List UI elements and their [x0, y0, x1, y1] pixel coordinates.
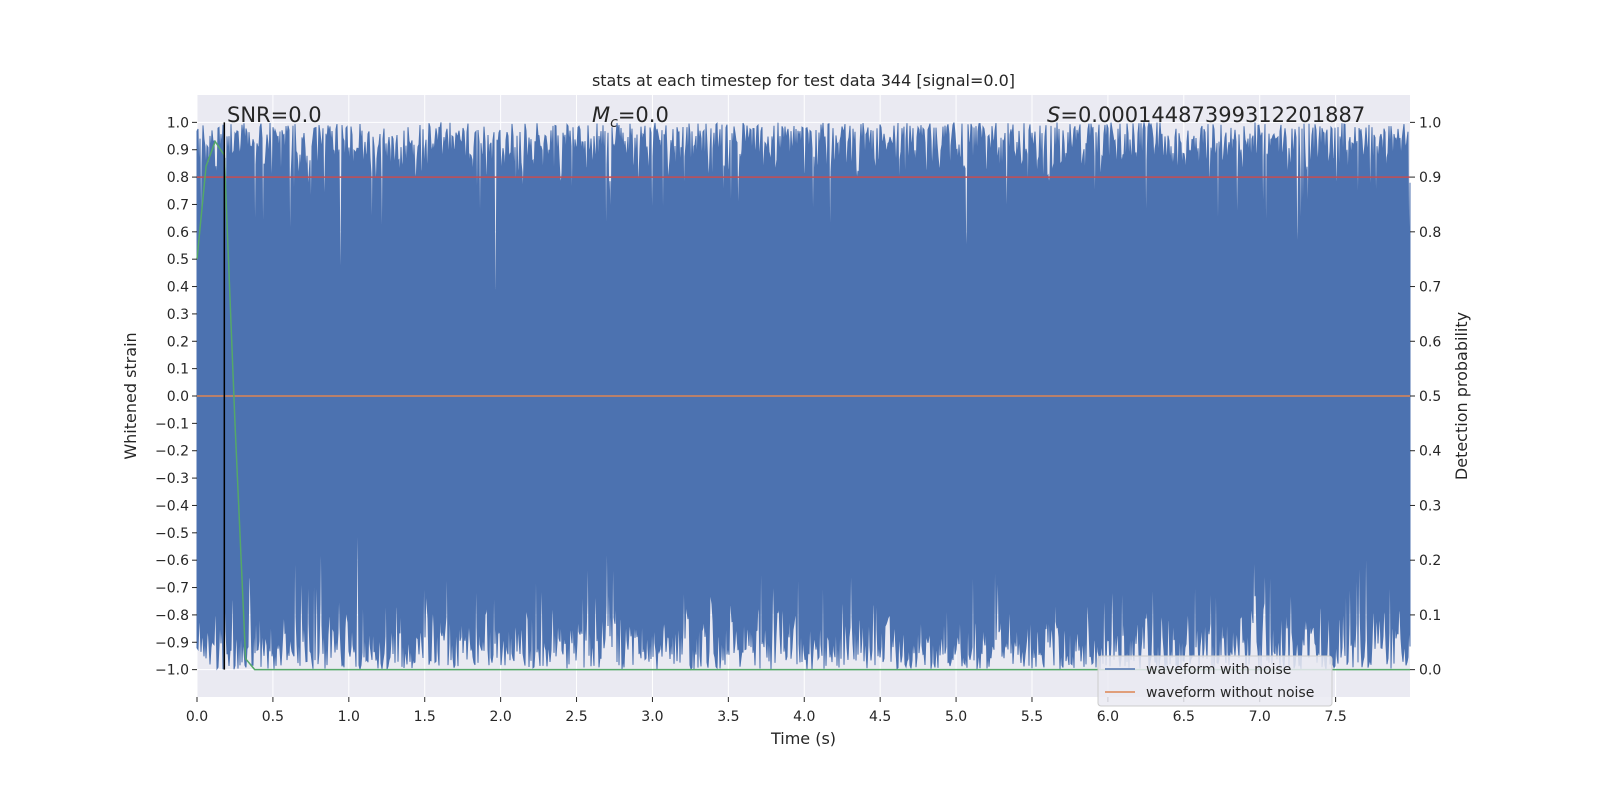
y2-tick-label: 0.8: [1419, 225, 1441, 241]
legend-label: waveform without noise: [1146, 685, 1314, 701]
detection-probability-series: [196, 139, 1410, 671]
s-annotation: S=0.00014487399312201887: [1047, 103, 1365, 127]
x-tick-label: 5.0: [945, 709, 967, 725]
y-tick-label: 0.0: [167, 389, 189, 405]
x-tick-label: 4.5: [869, 709, 891, 725]
data-layer: [196, 122, 1411, 671]
x-tick-label: 7.0: [1249, 709, 1271, 725]
y-tick-label: 0.4: [167, 280, 189, 296]
x-tick-label: 3.0: [641, 709, 663, 725]
x-tick-label: 5.5: [1021, 709, 1043, 725]
y2-tick-label: 0.5: [1419, 389, 1441, 405]
y-tick-label: 0.1: [167, 362, 189, 378]
legend-label: waveform with noise: [1146, 662, 1291, 678]
y-tick-label: −0.8: [155, 608, 189, 624]
mc-subscript: c: [610, 115, 618, 131]
y-tick-label: −1.0: [155, 663, 189, 679]
x-tick-label: 7.5: [1324, 709, 1346, 725]
y2-tick-label: 0.3: [1419, 498, 1441, 514]
x-tick-label: 0.5: [262, 709, 284, 725]
y2-axis-label: Detection probability: [1452, 312, 1471, 480]
y-tick-label: 0.6: [167, 225, 189, 241]
x-tick-label: 2.0: [489, 709, 511, 725]
x-tick-label: 0.0: [186, 709, 208, 725]
x-tick-label: 1.5: [414, 709, 436, 725]
y2-tick-label: 0.0: [1419, 663, 1441, 679]
y-tick-label: 1.0: [167, 115, 189, 131]
x-tick-label: 6.0: [1097, 709, 1119, 725]
axes: 0.0 0.5 1.0 1.5 2.0 2.5 3.0 3.5 4.0 4.5 5.0 5.5 6.0 6…: [155, 115, 1441, 725]
y-tick-label: −0.3: [155, 471, 189, 487]
snr-annotation: SNR=0.0: [227, 103, 322, 127]
mc-symbol: M: [592, 103, 610, 127]
y2-tick-label: 0.9: [1419, 170, 1441, 186]
x-tick-label: 2.5: [565, 709, 587, 725]
legend-box: [1097, 655, 1333, 707]
y-tick-label: 0.9: [167, 143, 189, 159]
y-tick-label: −0.9: [155, 635, 189, 651]
x-tick-label: 3.5: [717, 709, 739, 725]
y-tick-label: −0.1: [155, 416, 189, 432]
y-tick-label: −0.5: [155, 526, 189, 542]
chirp-mass-annotation: Mc=0.0: [592, 103, 669, 131]
y-tick-label: 0.7: [167, 197, 189, 213]
y-tick-label: 0.2: [167, 334, 189, 350]
s-value: =0.00014487399312201887: [1060, 103, 1365, 127]
y-tick-label: −0.4: [155, 498, 189, 514]
y2-tick-label: 0.4: [1419, 444, 1441, 460]
y-tick-label: 0.8: [167, 170, 189, 186]
chart-title: stats at each timestep for test data 344…: [592, 71, 1015, 90]
x-tick-label: 6.5: [1173, 709, 1195, 725]
y-tick-label: −0.2: [155, 444, 189, 460]
y2-tick-label: 0.6: [1419, 334, 1441, 350]
mc-value: =0.0: [618, 103, 669, 127]
y-tick-label: −0.7: [155, 581, 189, 597]
s-symbol: S: [1047, 103, 1060, 127]
y-tick-label: −0.6: [155, 553, 189, 569]
legend: waveform with noise waveform without nois…: [1097, 655, 1333, 707]
y2-tick-label: 0.1: [1419, 608, 1441, 624]
y-tick-label: 0.3: [167, 307, 189, 323]
y-axis-label: Whitened strain: [121, 332, 140, 459]
x-axis-label: Time (s): [770, 729, 836, 748]
y2-tick-label: 0.7: [1419, 280, 1441, 296]
x-tick-label: 4.0: [793, 709, 815, 725]
x-tick-label: 1.0: [338, 709, 360, 725]
y-tick-label: 0.5: [167, 252, 189, 268]
y2-tick-label: 1.0: [1419, 115, 1441, 131]
y2-tick-label: 0.2: [1419, 553, 1441, 569]
